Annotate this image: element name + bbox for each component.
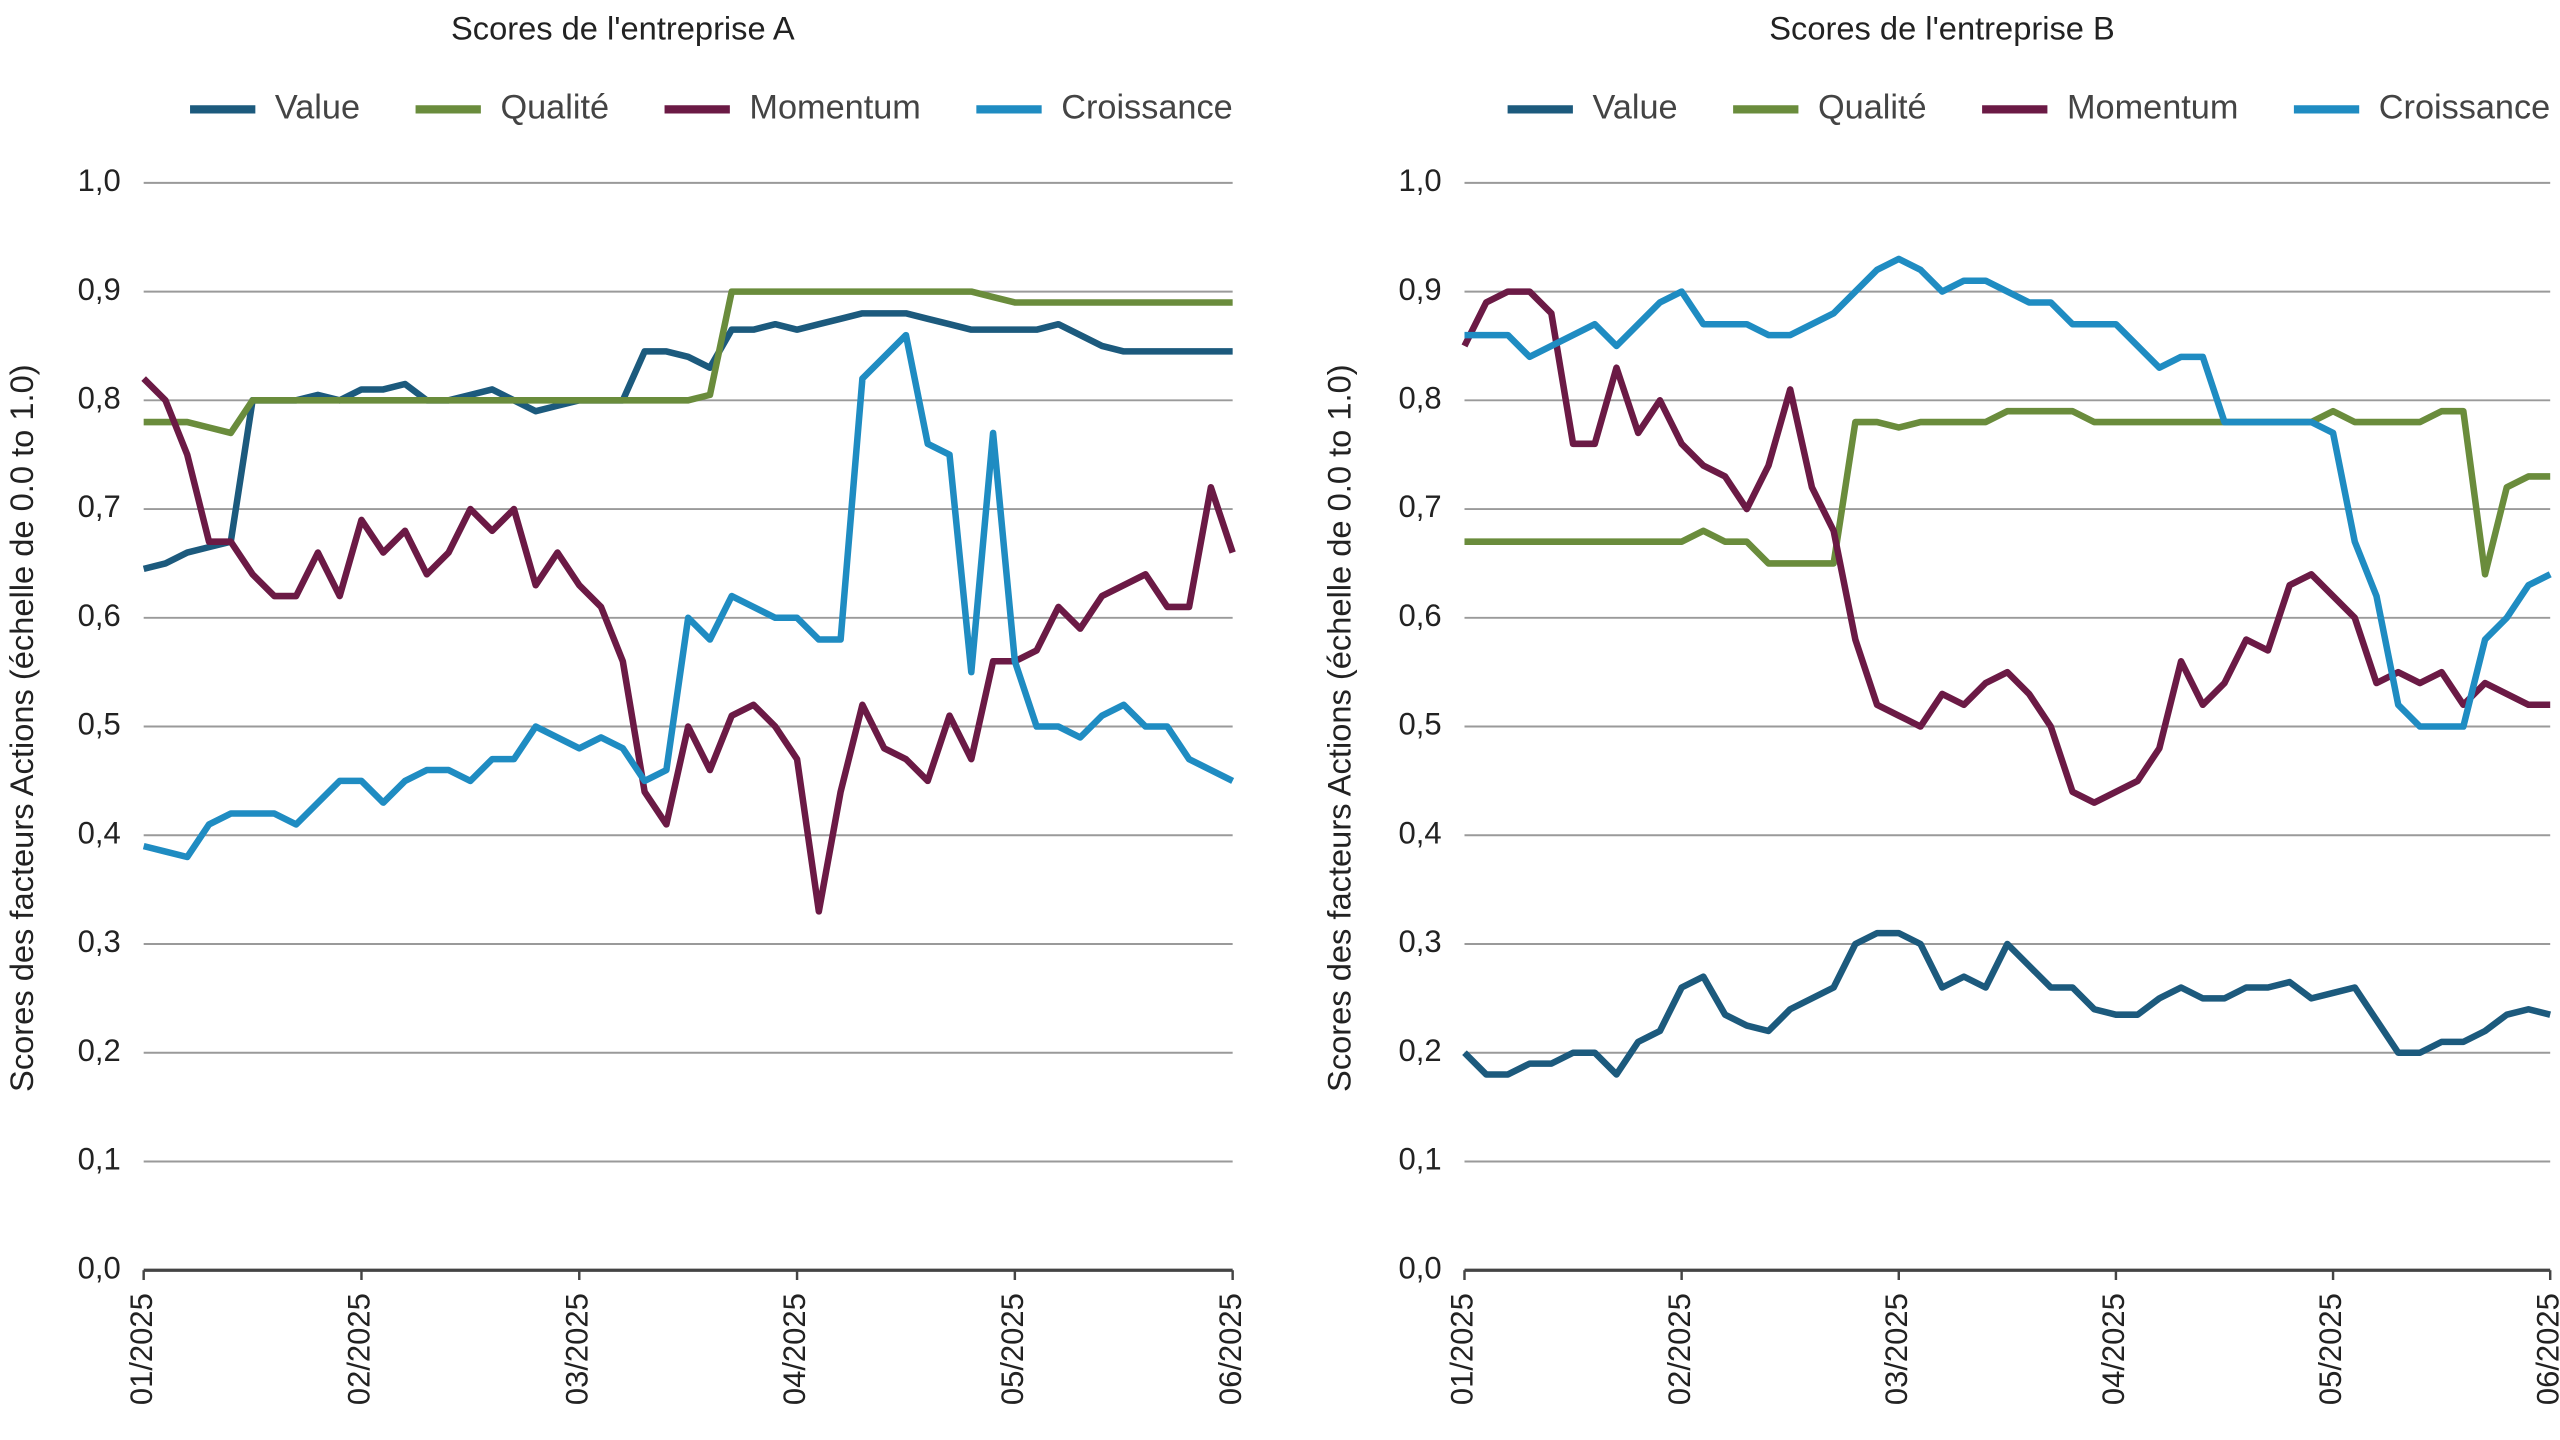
x-tick-label: 04/2025 bbox=[777, 1293, 812, 1405]
y-tick-label: 0,5 bbox=[1399, 707, 1442, 742]
y-tick-label: 0,3 bbox=[1399, 924, 1442, 959]
y-axis-label: Scores des facteurs Actions (échelle de … bbox=[3, 364, 40, 1092]
legend-label: Value bbox=[1592, 88, 1677, 126]
series-line bbox=[1461, 288, 2551, 806]
series-line bbox=[142, 310, 1233, 573]
series-line bbox=[141, 376, 1236, 915]
y-tick-label: 0,0 bbox=[1399, 1250, 1442, 1285]
y-tick-label: 0,1 bbox=[1399, 1142, 1442, 1177]
legend-label: Value bbox=[275, 88, 360, 126]
x-tick-label: 02/2025 bbox=[342, 1293, 377, 1405]
legend-label: Qualité bbox=[500, 88, 609, 126]
series-line bbox=[1462, 929, 2551, 1078]
y-tick-label: 0,8 bbox=[1399, 381, 1442, 416]
legend-label: Momentum bbox=[2067, 88, 2238, 126]
x-tick-label: 06/2025 bbox=[2530, 1293, 2560, 1405]
x-tick-label: 06/2025 bbox=[1213, 1293, 1248, 1405]
legend-label: Momentum bbox=[749, 88, 920, 126]
legend-label: Croissance bbox=[2379, 88, 2550, 126]
x-tick-label: 01/2025 bbox=[124, 1293, 159, 1405]
y-tick-label: 0,6 bbox=[1399, 598, 1442, 633]
legend-label: Qualité bbox=[1818, 88, 1927, 126]
legend: Value Qualité Momentum Croissance bbox=[1507, 88, 2550, 126]
y-axis-label: Scores des facteurs Actions (échelle de … bbox=[1321, 364, 1358, 1092]
y-tick-label: 0,5 bbox=[78, 707, 121, 742]
y-tick-label: 0,2 bbox=[78, 1033, 121, 1068]
x-tick-label: 03/2025 bbox=[1879, 1293, 1914, 1405]
y-tick-label: 0,4 bbox=[1399, 815, 1442, 850]
y-tick-label: 1,0 bbox=[78, 163, 121, 198]
panel: Scores de l'entreprise B Scores des facte… bbox=[1321, 10, 2560, 1406]
legend: Value Qualité Momentum Croissance bbox=[190, 88, 1233, 126]
chart-title: Scores de l'entreprise B bbox=[1769, 10, 2115, 47]
y-tick-label: 0,6 bbox=[78, 598, 121, 633]
chart-title: Scores de l'entreprise A bbox=[451, 10, 795, 47]
legend-label: Croissance bbox=[1061, 88, 1232, 126]
y-tick-label: 0,4 bbox=[78, 815, 121, 850]
x-tick-label: 05/2025 bbox=[2313, 1293, 2348, 1405]
y-tick-label: 0,1 bbox=[78, 1142, 121, 1177]
y-tick-label: 0,9 bbox=[78, 272, 121, 307]
series-line bbox=[1464, 255, 2552, 730]
series-line bbox=[143, 288, 1233, 437]
x-tick-label: 05/2025 bbox=[995, 1293, 1030, 1405]
panel: Scores de l'entreprise A Scores des facte… bbox=[3, 10, 1248, 1406]
y-tick-label: 0,7 bbox=[78, 489, 121, 524]
y-tick-label: 0,0 bbox=[78, 1250, 121, 1285]
x-tick-label: 04/2025 bbox=[2096, 1293, 2131, 1405]
series-line bbox=[142, 331, 1235, 861]
y-tick-label: 0,7 bbox=[1399, 489, 1442, 524]
y-tick-label: 1,0 bbox=[1399, 163, 1442, 198]
x-tick-label: 03/2025 bbox=[559, 1293, 594, 1405]
x-tick-label: 01/2025 bbox=[1445, 1293, 1480, 1405]
y-tick-label: 0,2 bbox=[1399, 1033, 1442, 1068]
y-tick-label: 0,3 bbox=[78, 924, 121, 959]
series-line bbox=[1464, 407, 2551, 578]
y-tick-label: 0,8 bbox=[78, 381, 121, 416]
y-tick-label: 0,9 bbox=[1399, 272, 1442, 307]
x-tick-label: 02/2025 bbox=[1662, 1293, 1697, 1405]
